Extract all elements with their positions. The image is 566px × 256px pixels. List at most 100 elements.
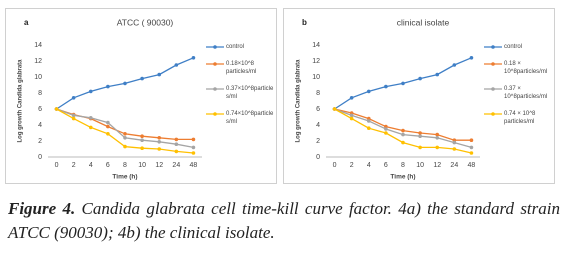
data-point <box>366 89 371 94</box>
y-axis-label: Log growth Candida glabrata <box>18 59 24 143</box>
legend-swatch <box>206 87 224 91</box>
legend-swatch <box>484 112 502 116</box>
data-point <box>384 84 388 89</box>
panel-label: a <box>24 18 29 27</box>
x-tick-label: 12 <box>155 162 163 169</box>
legend-marker <box>213 87 217 91</box>
data-point <box>349 96 354 100</box>
y-tick-label: 0 <box>38 154 42 161</box>
x-tick-label: 6 <box>384 162 388 169</box>
x-tick-label: 6 <box>106 162 110 169</box>
chart: b clinical isolate Log growth Candida glab… <box>296 17 480 181</box>
data-point <box>123 136 127 140</box>
legend-swatch <box>484 62 502 66</box>
data-point <box>191 145 196 150</box>
data-point <box>54 107 59 111</box>
caption: Figure 4. Candida glabrata cell time-kil… <box>8 197 560 245</box>
x-tick-label: 4 <box>367 162 371 169</box>
chart-title: clinical isolate <box>397 17 450 27</box>
x-tick-label: 4 <box>89 162 93 169</box>
data-point <box>469 145 474 150</box>
legend-marker <box>491 87 495 91</box>
legend-label: 0.18 × 10^8particles/ml <box>504 61 548 75</box>
legend-item: control <box>206 43 276 51</box>
data-point <box>157 72 162 77</box>
y-tick-label: 2 <box>316 138 320 145</box>
data-point <box>401 132 405 137</box>
y-tick-label: 10 <box>34 74 42 81</box>
data-point <box>123 81 127 86</box>
legend-label: control <box>226 44 245 50</box>
data-point <box>366 126 371 130</box>
caption-label: Figure 4. <box>8 199 76 218</box>
data-point <box>469 138 474 142</box>
data-point <box>435 132 440 137</box>
legend-marker <box>213 112 217 116</box>
x-tick-label: 0 <box>333 162 337 169</box>
data-point <box>88 116 93 120</box>
legend-item: control <box>484 43 554 51</box>
y-tick-label: 10 <box>312 74 320 81</box>
y-tick-label: 6 <box>38 106 42 113</box>
legend: control 0.18 × 10^8particles/ml 0.37 × 10^… <box>484 43 554 135</box>
data-point <box>106 132 110 136</box>
legend-item: 0.18 × 10^8particles/ml <box>484 60 554 76</box>
data-point <box>452 147 457 151</box>
y-tick-label: 14 <box>34 42 42 49</box>
y-tick-label: 8 <box>316 90 320 97</box>
y-axis-label: Log growth Candida glabrata <box>296 59 302 143</box>
x-tick-label: 2 <box>72 162 76 169</box>
data-point <box>191 56 196 60</box>
data-point <box>401 128 405 133</box>
data-point <box>157 140 162 144</box>
data-point <box>401 81 405 86</box>
data-point <box>191 137 196 142</box>
data-point <box>435 145 440 150</box>
legend-item: 0.37 × 10^8particles/ml <box>484 85 554 101</box>
x-tick-label: 8 <box>401 162 405 169</box>
y-tick-label: 0 <box>316 154 320 161</box>
data-point <box>435 136 440 140</box>
data-point <box>140 76 144 81</box>
data-point <box>106 120 110 125</box>
x-tick-label: 10 <box>138 162 146 169</box>
legend-item: 0.74 × 10^8 particles/ml <box>484 110 554 126</box>
data-point <box>401 140 405 145</box>
data-point <box>71 113 76 118</box>
data-point <box>332 107 337 111</box>
legend-swatch <box>206 45 224 49</box>
data-point <box>191 151 196 155</box>
data-point <box>435 72 440 77</box>
x-tick-label: 0 <box>55 162 59 169</box>
data-point <box>384 131 388 135</box>
y-tick-label: 4 <box>316 122 320 129</box>
legend-marker <box>491 45 495 49</box>
x-axis-label: Time (h) <box>390 174 415 181</box>
legend-label: 0.74 × 10^8 particles/ml <box>504 111 536 125</box>
data-point <box>157 136 162 140</box>
data-point <box>384 127 388 131</box>
y-tick-label: 8 <box>38 90 42 97</box>
chart-title: ATCC ( 90030) <box>117 17 174 27</box>
data-point <box>123 132 127 136</box>
data-point <box>106 124 110 129</box>
data-point <box>452 140 457 145</box>
data-point <box>469 151 474 155</box>
x-tick-label: 10 <box>416 162 424 169</box>
x-tick-label: 48 <box>190 162 198 169</box>
x-tick-label: 2 <box>350 162 354 169</box>
y-tick-label: 12 <box>34 58 42 65</box>
legend-label: control <box>504 44 523 50</box>
legend-item: 0.37×10^8particle s/ml <box>206 85 276 101</box>
legend-swatch <box>484 87 502 91</box>
legend-marker <box>213 45 217 49</box>
x-tick-label: 12 <box>433 162 441 169</box>
data-point <box>88 125 93 130</box>
data-point <box>71 96 76 100</box>
panel-label: b <box>302 18 307 27</box>
x-tick-label: 24 <box>172 162 180 169</box>
x-tick-label: 48 <box>468 162 476 169</box>
y-tick-label: 14 <box>312 42 320 49</box>
data-point <box>418 134 422 138</box>
x-tick-label: 8 <box>123 162 127 169</box>
